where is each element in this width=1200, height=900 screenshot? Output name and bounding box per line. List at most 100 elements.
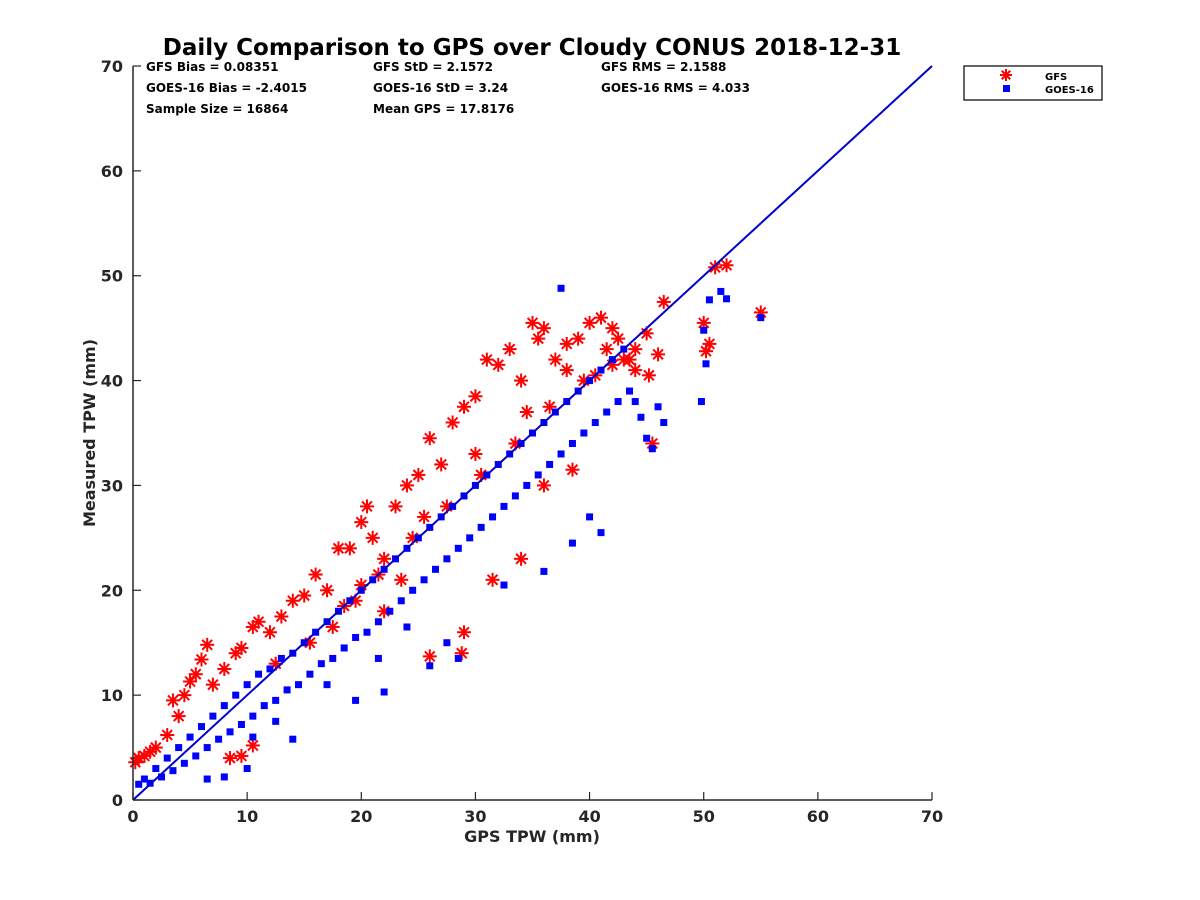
gfs-point: [611, 331, 626, 346]
gfs-point: [188, 667, 203, 682]
gfs-point: [205, 677, 220, 692]
goes16-point: [477, 523, 485, 531]
gfs-point: [536, 321, 551, 336]
gfs-point: [183, 674, 198, 689]
gfs-point: [582, 315, 597, 330]
goes16-point: [323, 681, 331, 689]
goes16-point: [586, 513, 594, 521]
gfs-point: [422, 649, 437, 664]
y-axis-label: Measured TPW (mm): [80, 339, 99, 527]
y-tick-label: 70: [101, 57, 123, 76]
goes16-point: [409, 586, 417, 594]
gfs-point: [628, 342, 643, 357]
x-ticks: 0 10 20 30 40 50 60 70: [127, 792, 943, 826]
goes16-point: [374, 618, 382, 626]
goes16-point: [352, 633, 360, 641]
gfs-point: [365, 530, 380, 545]
gfs-point: [177, 688, 192, 703]
gfs-point: [377, 551, 392, 566]
gfs-point: [342, 541, 357, 556]
goes16-point: [266, 665, 274, 673]
goes16-point: [580, 429, 588, 437]
goes16-point: [158, 773, 166, 781]
gfs-point: [468, 446, 483, 461]
y-tick-label: 60: [101, 162, 123, 181]
goes16-point: [591, 419, 599, 427]
x-axis-label: GPS TPW (mm): [464, 827, 600, 846]
goes16-point: [705, 296, 713, 304]
gfs-point: [519, 405, 534, 420]
gfs-point: [308, 567, 323, 582]
goes16-point: [135, 780, 143, 788]
goes16-point: [209, 712, 217, 720]
goes16-point: [163, 754, 171, 762]
goes16-point: [443, 555, 451, 563]
legend-goes-marker: [1003, 85, 1010, 92]
goes16-point: [614, 398, 622, 406]
gfs-point: [251, 614, 266, 629]
goes16-point: [329, 654, 337, 662]
x-tick-label: 20: [350, 807, 372, 826]
x-tick-label: 50: [693, 807, 715, 826]
gfs-point: [491, 357, 506, 372]
goes16-point: [192, 752, 200, 760]
goes16-point: [175, 744, 183, 752]
gfs-point: [200, 637, 215, 652]
goes16-point: [420, 576, 428, 584]
goes16-point: [557, 284, 565, 292]
goes16-point: [197, 723, 205, 731]
gfs-point: [457, 399, 472, 414]
gfs-point: [605, 321, 620, 336]
gfs-point: [536, 478, 551, 493]
goes16-point: [169, 767, 177, 775]
axes: 0 10 20 30 40 50 60 70 0 10 20 30 40 50 60 70: [101, 57, 943, 826]
legend: GFS GOES-16: [963, 65, 1103, 101]
legend-gfs-marker: [1000, 69, 1012, 81]
goes16-point: [255, 670, 263, 678]
goes16-point: [215, 735, 223, 743]
reference-line: [132, 65, 933, 801]
goes16-point: [277, 654, 285, 662]
goes16-point: [226, 728, 234, 736]
stat-sample-size: Sample Size = 16864: [146, 102, 288, 116]
gfs-point: [514, 551, 529, 566]
gfs-point: [274, 609, 289, 624]
goes16-point: [380, 688, 388, 696]
x-tick-label: 60: [807, 807, 829, 826]
gfs-point: [593, 310, 608, 325]
goes16-point: [454, 654, 462, 662]
gfs-point: [354, 515, 369, 530]
stat-gfs-std: GFS StD = 2.1572: [373, 60, 493, 74]
gfs-point: [559, 336, 574, 351]
goes16-point: [426, 662, 434, 670]
gfs-point: [457, 625, 472, 640]
goes16-point: [397, 597, 405, 605]
gfs-point: [388, 499, 403, 514]
goes16-point: [374, 654, 382, 662]
gfs-point: [656, 294, 671, 309]
goes16-point: [180, 759, 188, 767]
goes16-point: [454, 544, 462, 552]
goes16-point: [232, 691, 240, 699]
gfs-point: [245, 738, 260, 753]
x-tick-label: 30: [464, 807, 486, 826]
goes16-point: [637, 413, 645, 421]
gfs-point: [468, 389, 483, 404]
stat-goes-rms: GOES-16 RMS = 4.033: [601, 81, 750, 95]
stat-gfs-rms: GFS RMS = 2.1588: [601, 60, 726, 74]
goes16-point: [648, 445, 656, 453]
y-tick-label: 0: [112, 791, 123, 810]
gfs-point: [571, 331, 586, 346]
goes16-point: [317, 660, 325, 668]
stat-mean-gps: Mean GPS = 17.8176: [373, 102, 514, 116]
goes16-point: [386, 607, 394, 615]
goes16-point: [340, 644, 348, 652]
goes16-point: [220, 773, 228, 781]
gfs-point: [262, 625, 277, 640]
goes16-point: [654, 403, 662, 411]
goes16-point: [511, 492, 519, 500]
goes16-point: [283, 686, 291, 694]
goes16-point: [243, 765, 251, 773]
goes16-point: [295, 681, 303, 689]
